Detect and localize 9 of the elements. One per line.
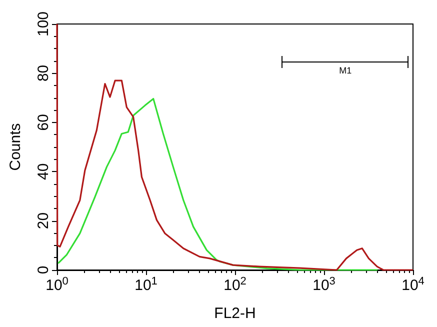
y-tick-label: 20 xyxy=(35,212,52,230)
y-tick-label: 40 xyxy=(35,163,52,180)
x-axis-title: FL2-H xyxy=(214,305,256,322)
y-tick-label: 0 xyxy=(35,266,52,274)
y-axis-title: Counts xyxy=(7,123,24,171)
y-tick-label: 100 xyxy=(35,11,52,37)
annotation: M1 xyxy=(339,66,352,76)
y-tick-label: 60 xyxy=(35,114,52,131)
y-tick-label: 80 xyxy=(35,64,52,82)
